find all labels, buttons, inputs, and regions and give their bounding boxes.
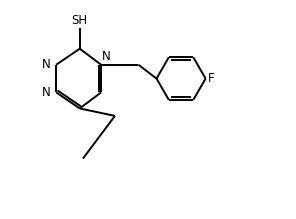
Text: N: N: [102, 50, 111, 64]
Text: F: F: [208, 72, 214, 85]
Text: SH: SH: [72, 14, 88, 27]
Text: N: N: [41, 86, 50, 99]
Text: N: N: [41, 58, 50, 71]
